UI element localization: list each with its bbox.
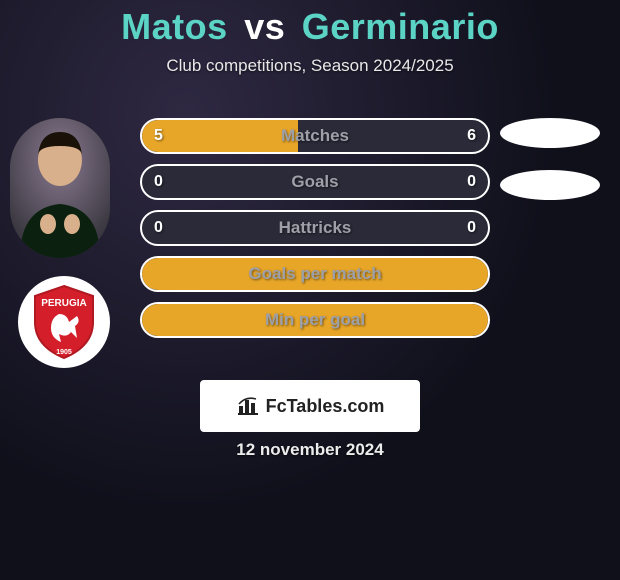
- stat-bar: Goals per match: [140, 256, 490, 292]
- stat-value-right: 0: [467, 166, 476, 198]
- player1-name: Matos: [121, 6, 228, 47]
- svg-text:1905: 1905: [56, 349, 72, 356]
- stat-label: Goals per match: [142, 258, 488, 290]
- left-avatars-column: PERUGIA 1905: [10, 118, 120, 368]
- brand-text: FcTables.com: [266, 396, 385, 417]
- stat-label: Min per goal: [142, 304, 488, 336]
- player-photo-placeholder: [10, 118, 110, 258]
- subtitle: Club competitions, Season 2024/2025: [0, 56, 620, 76]
- brand-badge: FcTables.com: [200, 380, 420, 432]
- stat-bar: Min per goal: [140, 302, 490, 338]
- stat-value-left: 5: [154, 120, 163, 152]
- stat-value-right: 0: [467, 212, 476, 244]
- stat-bar: Goals0 0: [140, 164, 490, 200]
- bar-chart-icon: [236, 396, 260, 416]
- vs-separator: vs: [244, 6, 285, 47]
- player2-name: Germinario: [302, 6, 499, 47]
- club-badge: PERUGIA 1905: [18, 276, 110, 368]
- stat-label: Matches: [142, 120, 488, 152]
- stat-bar: Matches5 6: [140, 118, 490, 154]
- club2-badge-placeholder: [500, 170, 600, 200]
- player2-avatar-placeholder: [500, 118, 600, 148]
- right-ovals-column: [500, 118, 600, 222]
- snapshot-date: 12 november 2024: [0, 440, 620, 460]
- stat-value-left: 0: [154, 166, 163, 198]
- perugia-crest-icon: PERUGIA 1905: [31, 284, 97, 360]
- stat-bar: Hattricks0 0: [140, 210, 490, 246]
- svg-text:PERUGIA: PERUGIA: [41, 298, 87, 309]
- stat-label: Goals: [142, 166, 488, 198]
- comparison-title: Matos vs Germinario: [0, 0, 620, 48]
- stat-value-right: 6: [467, 120, 476, 152]
- stat-value-left: 0: [154, 212, 163, 244]
- stat-bars: Matches56Goals00Hattricks00Goals per mat…: [140, 118, 490, 348]
- player1-avatar: [10, 118, 110, 258]
- stat-label: Hattricks: [142, 212, 488, 244]
